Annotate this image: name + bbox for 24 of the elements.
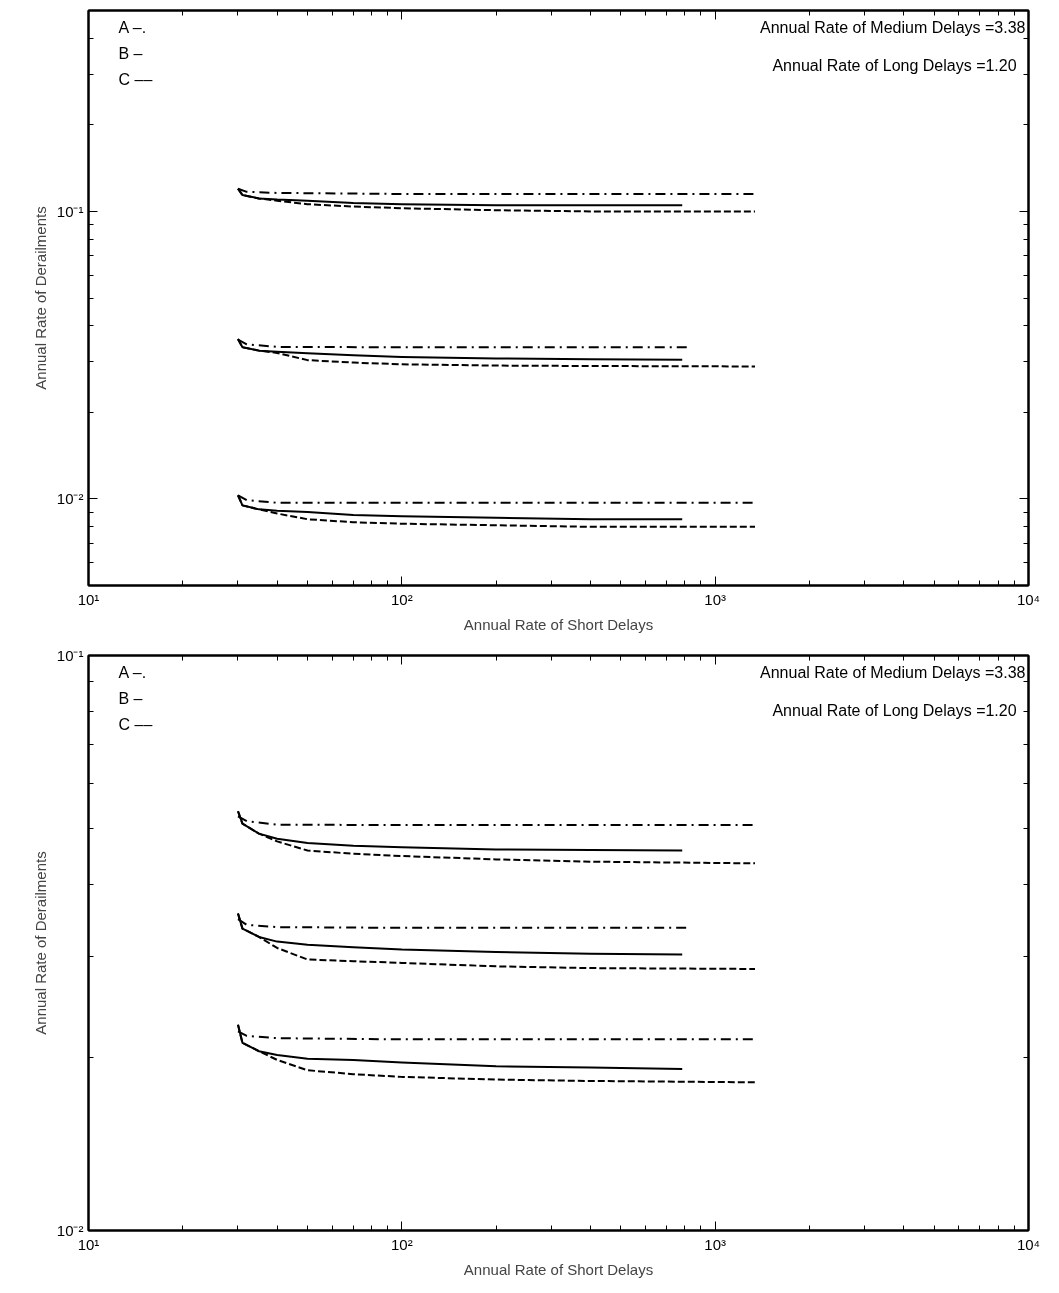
annotation: A –. xyxy=(118,663,147,681)
y-tick-label: 10⁻¹ xyxy=(56,647,84,664)
annotation: B – xyxy=(118,689,143,707)
y-tick-label: 10⁻² xyxy=(56,490,84,508)
x-tick-label: 10³ xyxy=(704,1235,727,1253)
annotation: A –. xyxy=(118,18,147,36)
annotation: B – xyxy=(118,44,143,62)
x-axis-title: Annual Rate of Short Delays xyxy=(463,1260,654,1278)
x-axis-title: Annual Rate of Short Delays xyxy=(463,615,654,633)
annotation: C –– xyxy=(118,70,153,88)
annotation: C –– xyxy=(118,715,153,733)
x-tick-label: 10⁴ xyxy=(1016,1235,1041,1253)
annotation: Annual Rate of Long Delays =1.20 xyxy=(772,701,1017,719)
annotation: Annual Rate of Medium Delays =3.38 xyxy=(760,663,1026,681)
annotation: Annual Rate of Long Delays =1.20 xyxy=(772,56,1017,74)
x-tick-label: 10¹ xyxy=(77,590,100,608)
y-axis-title: Annual Rate of Derailments xyxy=(31,206,49,390)
x-tick-label: 10⁴ xyxy=(1016,590,1041,608)
x-tick-label: 10² xyxy=(390,590,413,608)
x-tick-label: 10³ xyxy=(704,590,727,608)
y-axis-title: Annual Rate of Derailments xyxy=(31,851,49,1035)
annotation: Annual Rate of Medium Delays =3.38 xyxy=(760,18,1026,36)
x-tick-label: 10² xyxy=(390,1235,413,1253)
y-tick-label: 10⁻¹ xyxy=(56,202,84,220)
